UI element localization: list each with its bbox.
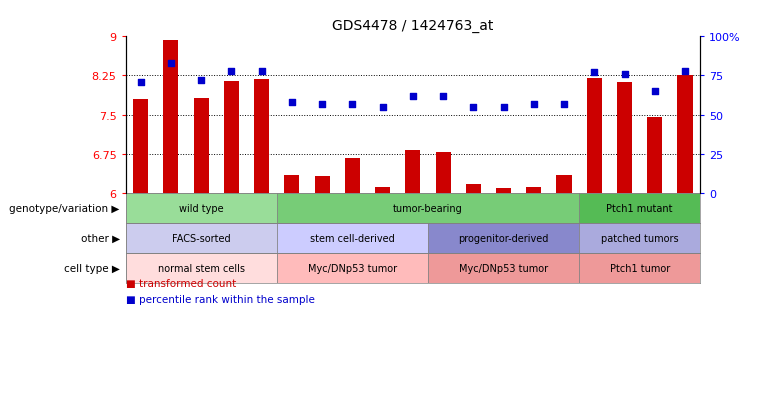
Point <box>467 104 479 111</box>
Text: progenitor-derived: progenitor-derived <box>458 233 549 243</box>
Bar <box>277 194 579 223</box>
Text: ■ percentile rank within the sample: ■ percentile rank within the sample <box>126 294 314 304</box>
Point <box>316 101 328 108</box>
Bar <box>126 194 277 223</box>
Text: cell type ▶: cell type ▶ <box>64 263 119 273</box>
Text: genotype/variation ▶: genotype/variation ▶ <box>9 204 119 214</box>
Bar <box>579 194 700 223</box>
Bar <box>314 177 330 194</box>
Text: FACS-sorted: FACS-sorted <box>172 233 231 243</box>
Bar <box>647 118 662 194</box>
Bar <box>277 223 428 253</box>
Bar <box>224 81 239 194</box>
Bar <box>579 223 700 253</box>
Text: normal stem cells: normal stem cells <box>158 263 245 273</box>
Point <box>195 78 207 84</box>
Bar <box>193 99 209 194</box>
Point <box>377 104 389 111</box>
Point <box>225 68 237 75</box>
Point <box>406 93 419 100</box>
Bar <box>254 80 269 194</box>
Point <box>437 93 449 100</box>
Point <box>527 101 540 108</box>
Bar <box>617 83 632 194</box>
Bar <box>164 41 179 194</box>
Point <box>165 60 177 67</box>
Bar <box>375 188 390 194</box>
Point <box>588 70 600 76</box>
Text: Ptch1 mutant: Ptch1 mutant <box>607 204 673 214</box>
Bar <box>428 253 579 283</box>
Bar <box>285 176 299 194</box>
Text: patched tumors: patched tumors <box>601 233 679 243</box>
Text: Myc/DNp53 tumor: Myc/DNp53 tumor <box>307 263 397 273</box>
Bar <box>496 188 511 194</box>
Bar <box>556 176 572 194</box>
Bar <box>435 153 451 194</box>
Text: Myc/DNp53 tumor: Myc/DNp53 tumor <box>459 263 548 273</box>
Bar <box>428 223 579 253</box>
Text: stem cell-derived: stem cell-derived <box>310 233 395 243</box>
Bar <box>345 158 360 194</box>
Point <box>498 104 510 111</box>
Point <box>679 68 691 75</box>
Title: GDS4478 / 1424763_at: GDS4478 / 1424763_at <box>332 19 494 33</box>
Point <box>256 68 268 75</box>
Point <box>648 89 661 95</box>
Bar <box>126 223 277 253</box>
Point <box>346 101 358 108</box>
Bar <box>406 151 420 194</box>
Point <box>135 79 147 86</box>
Bar <box>466 184 481 194</box>
Bar <box>133 100 148 194</box>
Point <box>558 101 570 108</box>
Text: Ptch1 tumor: Ptch1 tumor <box>610 263 670 273</box>
Point <box>619 71 631 78</box>
Bar <box>677 76 693 194</box>
Point <box>286 100 298 106</box>
Bar <box>277 253 428 283</box>
Bar <box>527 188 541 194</box>
Text: tumor-bearing: tumor-bearing <box>393 204 463 214</box>
Bar <box>587 79 602 194</box>
Text: wild type: wild type <box>179 204 224 214</box>
Text: ■ transformed count: ■ transformed count <box>126 278 236 288</box>
Bar <box>126 253 277 283</box>
Bar <box>579 253 700 283</box>
Text: other ▶: other ▶ <box>81 233 119 243</box>
